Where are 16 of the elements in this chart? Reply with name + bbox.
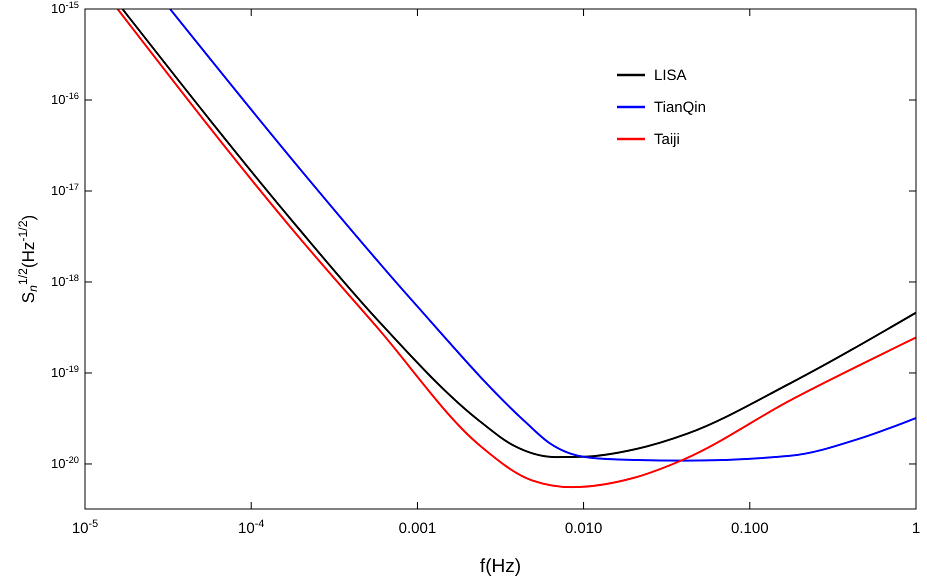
y-tick-label: 10$^{-16}$ [51,91,79,107]
y-tick-label: 10$^{-20}$ [51,455,79,471]
x-tick-label: 0.010 [564,520,602,537]
legend-label: LISA [654,67,687,84]
y-tick-label: 10$^{-18}$ [51,273,79,289]
x-tick-label: 10$^{-4}$ [238,518,264,537]
y-tick-label: 10$^{-19}$ [51,364,79,380]
x-tick-label: 1 [912,520,920,537]
x-tick-label: 0.100 [731,520,769,537]
y-tick-label: 10$^{-15}$ [51,0,79,16]
legend-label: Taiji [654,131,680,148]
y-tick-label: 10$^{-17}$ [51,182,79,198]
x-axis-title: f(Hz) [480,556,522,577]
x-tick-label: 0.001 [398,520,436,537]
x-tick-label: 10$^{-5}$ [72,518,98,537]
legend-label: TianQin [654,99,706,116]
